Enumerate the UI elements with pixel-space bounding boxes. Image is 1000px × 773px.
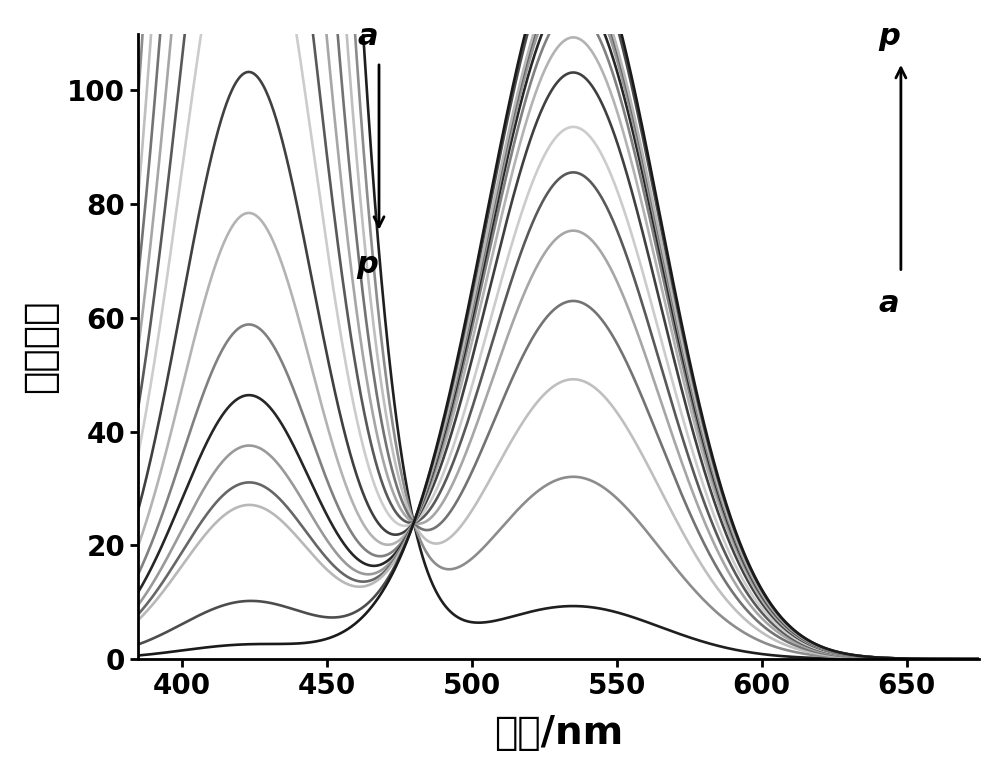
- Text: p: p: [356, 250, 378, 279]
- Text: p: p: [878, 22, 900, 51]
- Text: a: a: [357, 22, 378, 51]
- Y-axis label: 荧光强度: 荧光强度: [21, 300, 59, 393]
- Text: a: a: [879, 289, 900, 318]
- X-axis label: 波长/nm: 波长/nm: [494, 714, 623, 752]
